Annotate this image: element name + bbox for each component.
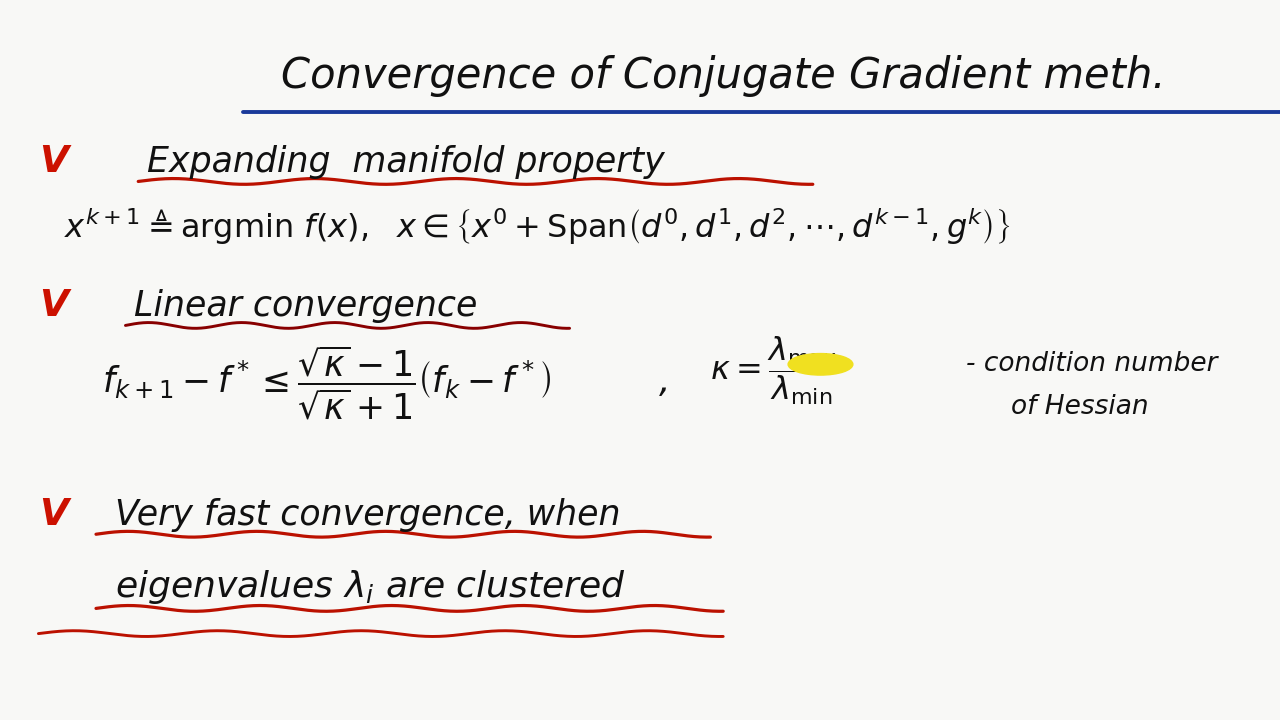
Text: V: V — [40, 144, 68, 180]
Text: $f_{k+1} - f^* \leq \dfrac{\sqrt{\kappa} - 1}{\sqrt{\kappa} + 1}\left(f_k - f^*\: $f_{k+1} - f^* \leq \dfrac{\sqrt{\kappa}… — [102, 343, 552, 420]
Text: ,: , — [659, 364, 671, 399]
Text: V: V — [40, 288, 68, 324]
Text: $\kappa = \dfrac{\lambda_{\mathrm{max}}}{\lambda_{\mathrm{min}}}$: $\kappa = \dfrac{\lambda_{\mathrm{max}}}… — [710, 334, 840, 408]
Text: V: V — [40, 497, 68, 533]
Text: Very fast convergence, when: Very fast convergence, when — [115, 498, 621, 532]
Text: Convergence of Conjugate Gradient meth.: Convergence of Conjugate Gradient meth. — [280, 55, 1166, 96]
Text: eigenvalues $\lambda_i$ are clustered: eigenvalues $\lambda_i$ are clustered — [115, 568, 626, 606]
Text: $x^{k+1} \triangleq \mathrm{argmin}\ f(x),\ \ x \in \left\{x^0 + \mathrm{Span}\l: $x^{k+1} \triangleq \mathrm{argmin}\ f(x… — [64, 207, 1010, 247]
Text: Linear convergence: Linear convergence — [134, 289, 477, 323]
Text: - condition number: - condition number — [966, 351, 1217, 377]
Text: Expanding  manifold property: Expanding manifold property — [147, 145, 664, 179]
Ellipse shape — [788, 354, 852, 375]
Text: of Hessian: of Hessian — [1011, 394, 1149, 420]
